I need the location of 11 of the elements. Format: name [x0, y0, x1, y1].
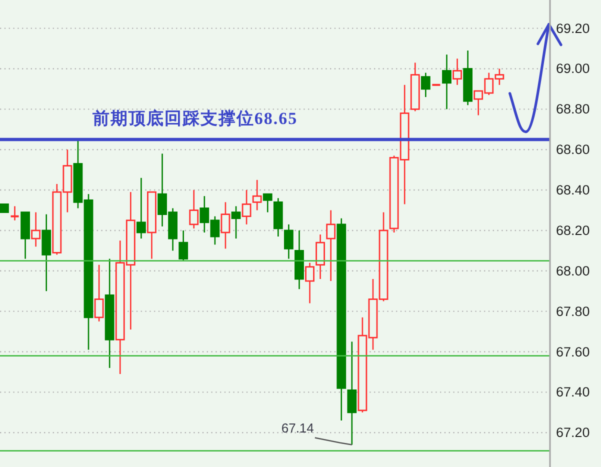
y-tick-label: 68.40: [556, 182, 590, 198]
y-tick-label: 68.00: [556, 263, 590, 278]
y-tick-label: 67.20: [556, 425, 590, 440]
y-tick-label: 68.20: [556, 222, 590, 238]
y-tick-label: 67.60: [556, 344, 590, 360]
y-tick-label: 68.60: [556, 142, 590, 158]
y-tick-label: 69.20: [556, 20, 590, 36]
y-tick-label: 67.40: [556, 384, 590, 400]
y-tick-label: 68.80: [556, 102, 590, 117]
y-tick-label: 67.80: [556, 304, 590, 319]
y-tick-label: 69.00: [556, 61, 590, 76]
